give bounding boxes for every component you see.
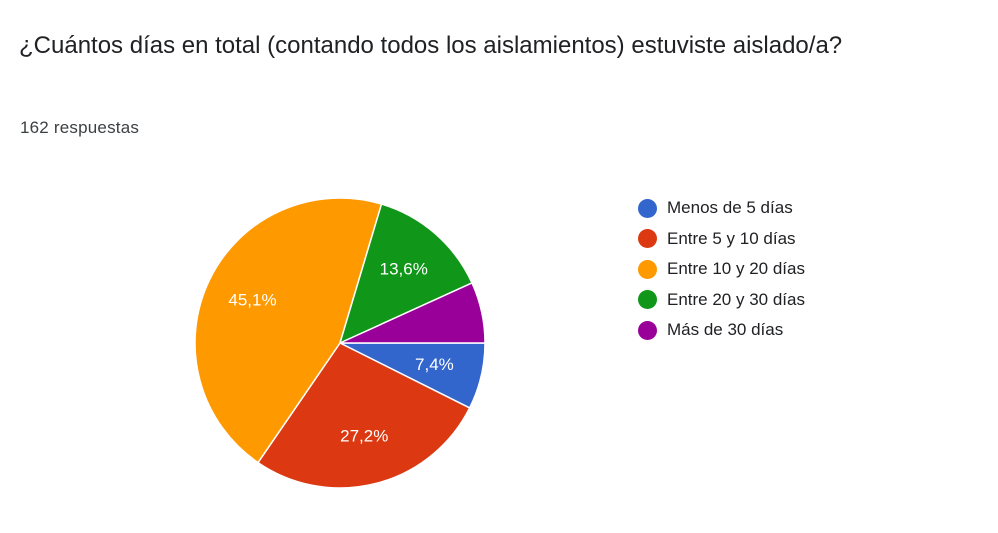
response-count: 162 respuestas xyxy=(20,118,140,137)
legend-item-entre-20-y-30[interactable]: Entre 20 y 30 días xyxy=(638,285,805,316)
legend-label: Entre 20 y 30 días xyxy=(667,289,805,309)
pie-slice-3[interactable] xyxy=(194,197,383,464)
slice-data-label: 7,4% xyxy=(415,355,454,374)
legend-swatch-icon xyxy=(638,290,657,310)
legend-label: Más de 30 días xyxy=(667,320,784,340)
legend-swatch-icon xyxy=(638,259,657,279)
question-title: ¿Cuántos días en total (contando todos l… xyxy=(19,32,843,59)
legend-item-menos-de-5[interactable]: Menos de 5 días xyxy=(638,193,805,224)
legend-label: Entre 10 y 20 días xyxy=(667,259,805,279)
legend-item-entre-10-y-20[interactable]: Entre 10 y 20 días xyxy=(638,254,805,285)
pie-slice-2[interactable] xyxy=(257,342,471,489)
legend-item-entre-5-y-10[interactable]: Entre 5 y 10 días xyxy=(638,224,805,255)
legend-swatch-icon xyxy=(638,198,657,218)
legend-label: Menos de 5 días xyxy=(667,198,793,218)
legend-label: Entre 5 y 10 días xyxy=(667,228,796,248)
pie-slices xyxy=(194,197,486,489)
pie-labels: 7,4% 27,2% 45,1% 13,6% xyxy=(228,259,453,445)
slice-data-label: 27,2% xyxy=(340,426,388,445)
pie-slice-5[interactable] xyxy=(339,282,486,344)
legend-swatch-icon xyxy=(638,320,657,340)
slice-data-label: 13,6% xyxy=(380,259,428,278)
pie-slice-4[interactable] xyxy=(339,203,473,344)
legend-item-mas-de-30[interactable]: Más de 30 días xyxy=(638,315,805,346)
chart-legend: Menos de 5 días Entre 5 y 10 días Entre … xyxy=(638,193,805,346)
legend-swatch-icon xyxy=(638,229,657,249)
slice-data-label: 45,1% xyxy=(228,291,276,310)
